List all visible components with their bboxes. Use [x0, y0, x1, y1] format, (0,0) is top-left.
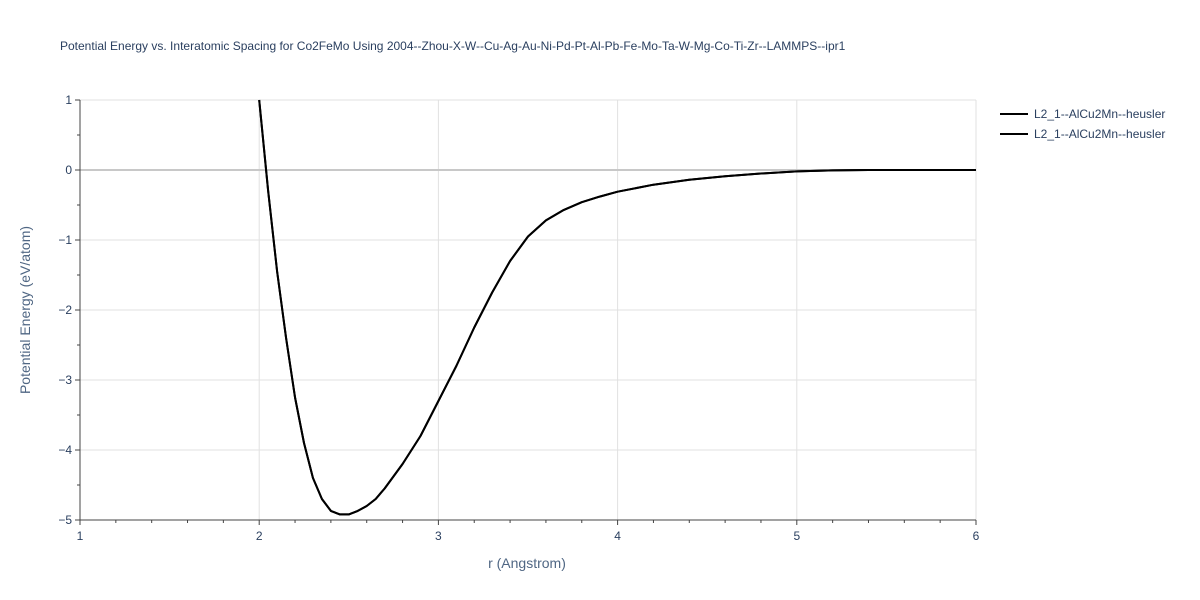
- legend: L2_1--AlCu2Mn--heusler L2_1--AlCu2Mn--heu…: [1000, 107, 1165, 141]
- y-axis-ticks: 1 0 −1 −2 −3 −4 −5: [58, 93, 80, 527]
- series-line-2: [258, 99, 976, 516]
- y-tick-label: −1: [58, 233, 72, 247]
- x-tick-label: 3: [435, 529, 442, 543]
- x-tick-label: 2: [256, 529, 263, 543]
- y-tick-label: 1: [65, 93, 72, 107]
- legend-label-2: L2_1--AlCu2Mn--heusler: [1034, 127, 1165, 141]
- grid-lines: [80, 99, 977, 520]
- chart-title: Potential Energy vs. Interatomic Spacing…: [60, 39, 846, 53]
- y-tick-label: 0: [65, 163, 72, 177]
- x-tick-label: 6: [973, 529, 980, 543]
- y-axis-title: Potential Energy (eV/atom): [17, 226, 33, 394]
- y-tick-label: −5: [58, 513, 72, 527]
- legend-label-1: L2_1--AlCu2Mn--heusler: [1034, 107, 1165, 121]
- x-tick-label: 1: [77, 529, 84, 543]
- x-tick-label: 4: [614, 529, 621, 543]
- y-tick-label: −4: [58, 443, 72, 457]
- x-tick-label: 5: [793, 529, 800, 543]
- y-tick-label: −2: [58, 303, 72, 317]
- plot-area: [258, 99, 976, 516]
- x-axis-ticks: 1 2 3 4 5 6: [77, 520, 980, 543]
- x-axis-title: r (Angstrom): [488, 555, 566, 571]
- y-tick-label: −3: [58, 373, 72, 387]
